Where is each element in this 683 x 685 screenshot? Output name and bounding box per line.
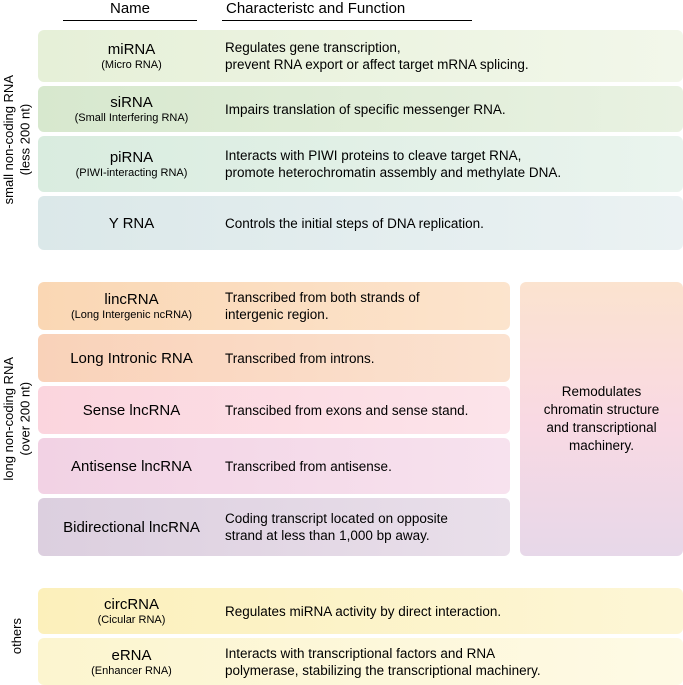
rna-name-cell: piRNA (PIWI-interacting RNA) [38,149,225,179]
rna-name-cell: Long Intronic RNA [38,350,225,367]
rna-name: lincRNA [104,291,159,308]
rna-subname: (Small Interfering RNA) [74,112,189,124]
rna-function: Transcibed from exons and sense stand. [225,402,469,418]
rna-name-cell: Antisense lncRNA [38,458,225,475]
rna-name: siRNA [110,94,153,111]
rna-name: circRNA [104,596,159,613]
rna-name: Long Intronic RNA [70,349,193,367]
group-sublabel-line: (over 200 nt) [17,382,32,456]
rna-function: Coding transcript located on opposite st… [225,511,448,543]
group-sublabel-line: (less 200 nt) [17,104,32,176]
rna-function: Interacts with transcriptional factors a… [225,645,541,678]
group-label-line: long non-coding RNA [0,357,16,481]
rna-function: Transcribed from both strands of interge… [225,290,420,322]
rna-name-cell: lincRNA (Long Intergenic ncRNA) [38,291,225,321]
rna-function: Transcribed from antisense. [225,458,392,474]
group-label-line: others [8,618,24,655]
rna-name: Sense lncRNA [82,401,181,419]
group-label-others: others [0,588,34,685]
rna-function: Regulates gene transcription, prevent RN… [225,40,529,72]
rna-name-cell: Sense lncRNA [38,402,225,419]
group-label-small-ncrna: small non-coding RNA (less 200 nt) [0,30,34,250]
rna-subname: (PIWI-interacting RNA) [75,167,188,179]
small-ncrna-rows: miRNA (Micro RNA) Regulates gene transcr… [38,30,683,250]
rna-name-cell: Bidirectional lncRNA [38,519,225,536]
rna-name-cell: circRNA (Cicular RNA) [38,596,225,626]
rna-subname: (Enhancer RNA) [91,664,172,677]
table-row-antisense-lncrna: Antisense lncRNA Transcribed from antise… [38,438,510,494]
rna-name: Bidirectional lncRNA [63,518,200,536]
table-row-sirna: siRNA (Small Interfering RNA) Impairs tr… [38,86,683,132]
table-row-yrna: Y RNA Controls the initial steps of DNA … [38,196,683,250]
rna-subname: (Long Intergenic ncRNA) [70,309,193,321]
table-row-pirna: piRNA (PIWI-interacting RNA) Interacts w… [38,136,683,192]
group-label-text: long non-coding RNA (over 200 nt) [1,357,34,481]
group-label-text: small non-coding RNA (less 200 nt) [1,75,34,204]
table-row-erna: eRNA (Enhancer RNA) Interacts with trans… [38,638,683,685]
rna-name-cell: miRNA (Micro RNA) [38,41,225,71]
table-row-mirna: miRNA (Micro RNA) Regulates gene transcr… [38,30,683,82]
others-rows: circRNA (Cicular RNA) Regulates miRNA ac… [38,588,683,685]
group-label-long-ncrna: long non-coding RNA (over 200 nt) [0,282,34,556]
side-note-text: Remodulates chromatin structure and tran… [543,383,660,454]
group-label-text: others [9,618,25,654]
rna-subname: (Cicular RNA) [97,614,166,626]
table-row-sense-lncrna: Sense lncRNA Transcibed from exons and s… [38,386,510,434]
table-row-bidirectional-lncrna: Bidirectional lncRNA Coding transcript l… [38,498,510,556]
long-ncrna-rows: lincRNA (Long Intergenic ncRNA) Transcri… [38,282,510,556]
group-label-line: small non-coding RNA [0,75,16,205]
table-row-circrna: circRNA (Cicular RNA) Regulates miRNA ac… [38,588,683,634]
rna-function: Controls the initial steps of DNA replic… [225,215,484,231]
column-header-name: Name [63,0,197,21]
rna-function: Regulates miRNA activity by direct inter… [225,603,502,619]
rna-name: miRNA [107,41,156,58]
side-note-box: Remodulates chromatin structure and tran… [520,282,683,556]
rna-name-cell: eRNA (Enhancer RNA) [38,647,225,677]
rna-function: Interacts with PIWI proteins to cleave t… [225,148,562,180]
rna-name: eRNA [111,646,152,664]
table-row-lincrna: lincRNA (Long Intergenic ncRNA) Transcri… [38,282,510,330]
rna-function: Impairs translation of specific messenge… [225,101,506,117]
rna-name: Y RNA [108,214,155,232]
rna-name: Antisense lncRNA [71,457,192,475]
rna-name-cell: siRNA (Small Interfering RNA) [38,94,225,124]
table-row-long-intronic: Long Intronic RNA Transcribed from intro… [38,334,510,382]
column-header-function: Characteristc and Function [222,0,472,21]
rna-name-cell: Y RNA [38,215,225,232]
rna-name: piRNA [109,149,154,166]
rna-function: Transcribed from introns. [225,350,375,366]
rna-subname: (Micro RNA) [101,59,162,71]
